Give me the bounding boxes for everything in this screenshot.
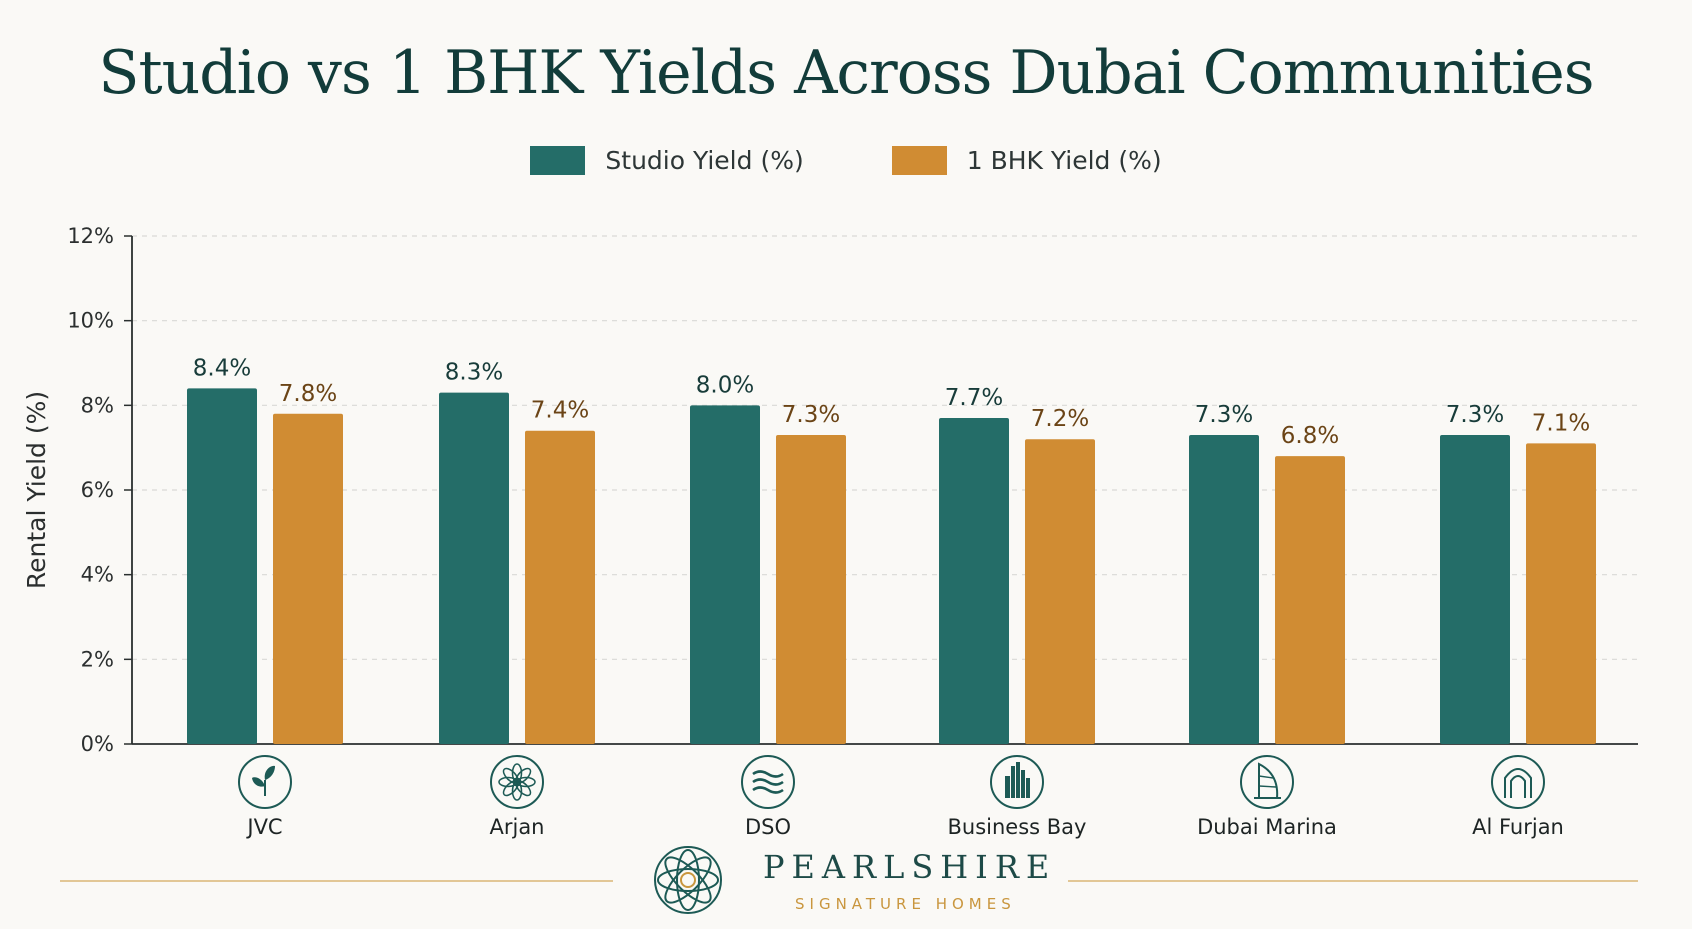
data-label: 6.8% bbox=[1281, 423, 1339, 449]
y-tick-label: 12% bbox=[67, 224, 114, 248]
data-label: 7.1% bbox=[1532, 410, 1590, 436]
data-label: 7.2% bbox=[1031, 406, 1089, 432]
data-label: 7.8% bbox=[279, 381, 337, 407]
legend-swatch-1bhk bbox=[891, 146, 947, 175]
chart-title: Studio vs 1 BHK Yields Across Dubai Comm… bbox=[98, 38, 1594, 108]
bar-studio-5[interactable] bbox=[1440, 434, 1510, 744]
brand-divider-left bbox=[60, 880, 613, 882]
data-label: 8.3% bbox=[445, 360, 503, 386]
bar-1bhk-0[interactable] bbox=[273, 413, 343, 744]
bar-1bhk-3[interactable] bbox=[1025, 439, 1095, 744]
bar-studio-2[interactable] bbox=[690, 405, 760, 744]
pearl-logo-icon bbox=[654, 846, 722, 914]
bar-studio-1[interactable] bbox=[439, 392, 509, 744]
y-tick-label: 2% bbox=[81, 647, 114, 671]
legend-item-1bhk[interactable]: 1 BHK Yield (%) bbox=[891, 146, 1162, 175]
sail-tower-icon bbox=[1240, 755, 1294, 809]
bar-1bhk-4[interactable] bbox=[1275, 456, 1345, 744]
brand-divider-right bbox=[1068, 880, 1638, 882]
bar-1bhk-2[interactable] bbox=[776, 434, 846, 744]
y-tick-label: 0% bbox=[81, 732, 114, 756]
towers-icon bbox=[990, 755, 1044, 809]
brand-footer: PEARLSHIRE SIGNATURE HOMES bbox=[0, 840, 1692, 925]
data-label: 7.3% bbox=[1195, 402, 1253, 428]
bar-1bhk-5[interactable] bbox=[1526, 443, 1596, 744]
arch-icon bbox=[1491, 755, 1545, 809]
x-category-label: Dubai Marina bbox=[1197, 815, 1337, 839]
brand-name: PEARLSHIRE bbox=[763, 848, 1057, 886]
y-tick-label: 4% bbox=[81, 563, 114, 587]
y-tick-label: 8% bbox=[81, 393, 114, 417]
x-category-label: JVC bbox=[245, 815, 282, 839]
legend-item-studio[interactable]: Studio Yield (%) bbox=[530, 146, 804, 175]
bar-studio-4[interactable] bbox=[1189, 434, 1259, 744]
y-axis-title: Rental Yield (%) bbox=[22, 391, 51, 589]
brand-tagline: SIGNATURE HOMES bbox=[795, 895, 1016, 913]
bar-1bhk-1[interactable] bbox=[525, 430, 595, 744]
flower-icon bbox=[490, 755, 544, 809]
bar-studio-0[interactable] bbox=[187, 388, 257, 744]
legend-swatch-studio bbox=[530, 146, 586, 175]
x-category-label: Al Furjan bbox=[1472, 815, 1564, 839]
x-category-label: Arjan bbox=[489, 815, 544, 839]
data-label: 8.0% bbox=[696, 372, 754, 398]
data-label: 7.3% bbox=[782, 402, 840, 428]
y-tick-label: 6% bbox=[81, 478, 114, 502]
x-category-label: Business Bay bbox=[948, 815, 1087, 839]
data-label: 7.3% bbox=[1446, 402, 1504, 428]
y-tick-label: 10% bbox=[67, 309, 114, 333]
bar-studio-3[interactable] bbox=[939, 418, 1009, 744]
legend: Studio Yield (%) 1 BHK Yield (%) bbox=[0, 146, 1692, 175]
leaf-icon bbox=[238, 755, 292, 809]
legend-label-studio: Studio Yield (%) bbox=[605, 146, 804, 175]
data-label: 7.4% bbox=[531, 398, 589, 424]
legend-label-1bhk: 1 BHK Yield (%) bbox=[966, 146, 1162, 175]
x-category-label: DSO bbox=[745, 815, 791, 839]
data-label: 7.7% bbox=[945, 385, 1003, 411]
waves-icon bbox=[741, 755, 795, 809]
data-label: 8.4% bbox=[193, 355, 251, 381]
